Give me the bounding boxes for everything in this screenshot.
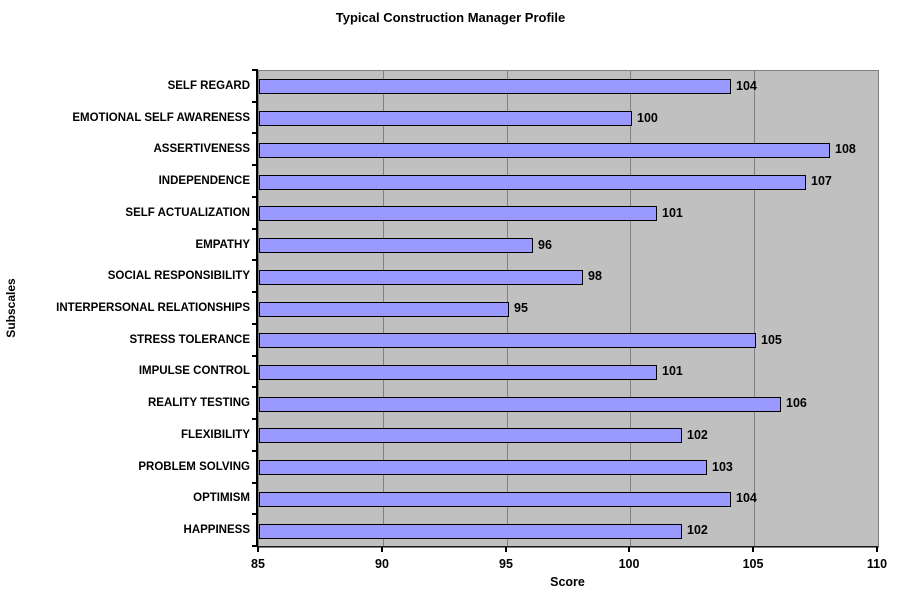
y-axis-tick <box>252 291 257 293</box>
category-label: SELF ACTUALIZATION <box>125 207 250 219</box>
bar <box>259 143 830 158</box>
y-axis-tick <box>252 101 257 103</box>
value-label: 100 <box>637 111 658 125</box>
bar <box>259 238 533 253</box>
y-axis-tick <box>252 196 257 198</box>
bar <box>259 365 657 380</box>
category-label: REALITY TESTING <box>147 397 250 409</box>
category-label: SELF REGARD <box>167 80 250 92</box>
bar <box>259 206 657 221</box>
y-axis-tick <box>252 355 257 357</box>
bar <box>259 428 682 443</box>
y-axis-tick <box>252 418 257 420</box>
value-label: 102 <box>687 523 708 537</box>
category-label: EMOTIONAL SELF AWARENESS <box>72 112 250 124</box>
x-tick-label: 110 <box>866 557 888 571</box>
value-label: 98 <box>588 269 602 283</box>
y-axis-line <box>256 69 258 547</box>
x-tick-label: 105 <box>742 557 764 571</box>
value-label: 105 <box>761 333 782 347</box>
y-axis-tick <box>252 386 257 388</box>
value-label: 102 <box>687 428 708 442</box>
bar <box>259 175 806 190</box>
y-axis-tick <box>252 259 257 261</box>
bar <box>259 460 707 475</box>
y-axis-tick <box>252 228 257 230</box>
bar <box>259 333 756 348</box>
x-tick-label: 90 <box>375 557 389 571</box>
value-label: 96 <box>538 238 552 252</box>
y-axis-tick <box>252 164 257 166</box>
category-label: OPTIMISM <box>193 492 250 504</box>
category-label: EMPATHY <box>195 239 250 251</box>
value-label: 101 <box>662 364 683 378</box>
y-axis-tick <box>252 513 257 515</box>
category-label: STRESS TOLERANCE <box>129 334 250 346</box>
category-label: FLEXIBILITY <box>181 429 250 441</box>
bar <box>259 492 731 507</box>
category-label: PROBLEM SOLVING <box>138 461 250 473</box>
x-tick-label: 100 <box>618 557 640 571</box>
value-label: 104 <box>736 79 757 93</box>
category-label: IMPULSE CONTROL <box>138 365 250 377</box>
bar <box>259 524 682 539</box>
value-label: 95 <box>514 301 528 315</box>
y-axis-tick <box>252 132 257 134</box>
x-axis-tick <box>505 547 507 552</box>
y-axis-tick <box>252 450 257 452</box>
x-tick-label: 95 <box>499 557 513 571</box>
category-label: SOCIAL RESPONSIBILITY <box>107 270 250 282</box>
value-label: 106 <box>786 396 807 410</box>
plot-area <box>258 70 879 548</box>
x-axis-line <box>258 546 878 547</box>
x-axis-tick <box>381 547 383 552</box>
y-axis-title: Subscales <box>4 278 18 338</box>
x-axis-tick <box>752 547 754 552</box>
bar <box>259 397 781 412</box>
category-label: HAPPINESS <box>183 524 250 536</box>
chart-title: Typical Construction Manager Profile <box>335 10 566 25</box>
category-label: ASSERTIVENESS <box>153 143 251 155</box>
x-axis-tick <box>257 547 259 552</box>
value-label: 103 <box>712 460 733 474</box>
y-axis-tick <box>252 545 257 547</box>
bar <box>259 302 509 317</box>
y-axis-tick <box>252 482 257 484</box>
gridline <box>630 71 631 547</box>
value-label: 107 <box>811 174 832 188</box>
x-axis-tick <box>628 547 630 552</box>
category-label: INDEPENDENCE <box>158 175 250 187</box>
gridline <box>754 71 755 547</box>
value-label: 108 <box>835 142 856 156</box>
x-axis-title: Score <box>550 575 585 589</box>
bar <box>259 79 731 94</box>
category-label: INTERPERSONAL RELATIONSHIPS <box>56 302 250 314</box>
x-axis-tick <box>876 547 878 552</box>
value-label: 101 <box>662 206 683 220</box>
bar <box>259 111 632 126</box>
y-axis-tick <box>252 323 257 325</box>
x-tick-label: 85 <box>251 557 265 571</box>
value-label: 104 <box>736 491 757 505</box>
y-axis-tick <box>252 69 257 71</box>
bar <box>259 270 583 285</box>
